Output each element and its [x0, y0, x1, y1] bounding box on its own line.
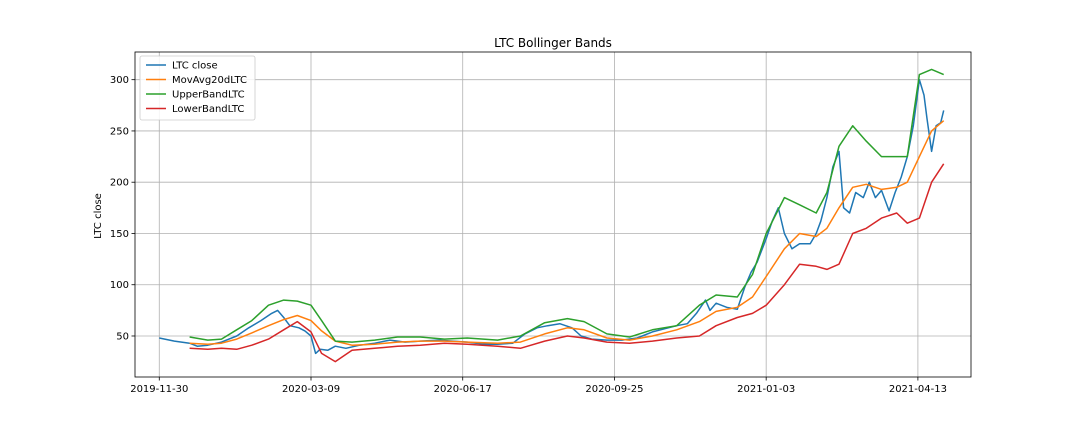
y-tick-label: 250 — [110, 126, 129, 137]
chart-title: LTC Bollinger Bands — [494, 36, 612, 50]
series-line-2 — [189, 120, 945, 346]
legend-entry: LTC close — [172, 61, 218, 72]
x-tick-label: 2020-09-25 — [585, 384, 643, 395]
legend: LTC close MovAvg20dLTC UpperBandLTC LowerBa… — [139, 55, 256, 121]
x-tick-label: 2021-01-03 — [737, 384, 795, 395]
x-tick-label: 2020-03-09 — [282, 384, 340, 395]
legend-entry: MovAvg20dLTC — [172, 75, 247, 86]
y-tick-label: 300 — [110, 75, 129, 86]
grid — [135, 52, 971, 377]
series-line-4 — [189, 163, 945, 363]
plot-frame — [134, 51, 972, 378]
x-tick-label: 2020-06-17 — [434, 384, 492, 395]
y-tick-label: 200 — [110, 178, 129, 189]
x-tick-label: 2021-04-13 — [889, 384, 947, 395]
series-line-3 — [189, 68, 944, 343]
legend-frame — [139, 55, 256, 121]
y-axis-label: LTC close — [93, 193, 104, 239]
series-group — [159, 68, 945, 363]
axis-ticks: 2019-11-30 2020-03-09 2020-06-17 2020-09-25… — [110, 75, 947, 395]
legend-entry: LowerBandLTC — [172, 104, 244, 115]
y-tick-label: 50 — [116, 331, 129, 342]
x-tick-label: 2019-11-30 — [130, 384, 188, 395]
legend-entry: UpperBandLTC — [172, 90, 245, 101]
y-tick-label: 100 — [110, 280, 129, 291]
y-tick-label: 150 — [110, 229, 129, 240]
